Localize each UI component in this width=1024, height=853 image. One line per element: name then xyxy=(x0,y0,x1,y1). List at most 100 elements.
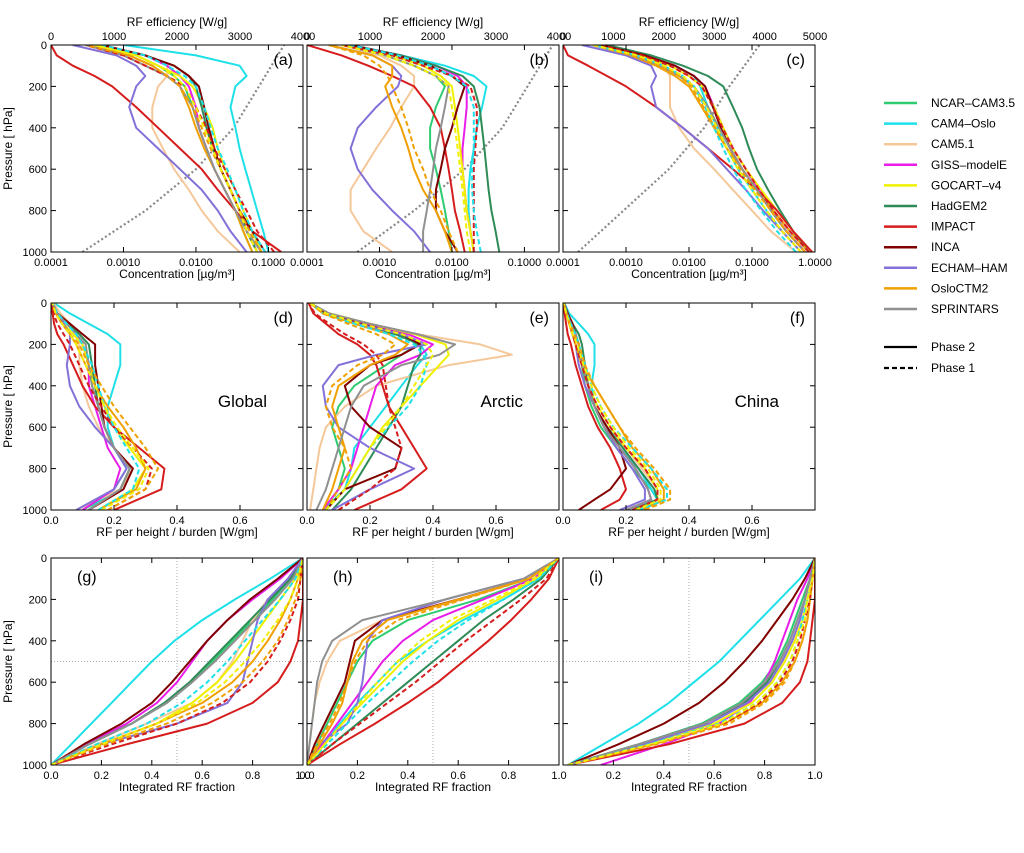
panel-label: (h) xyxy=(333,569,353,586)
x-tick-label: 0.6 xyxy=(488,515,503,527)
y-tick-label: 0 xyxy=(41,553,47,565)
y-axis-label: Pressure [ hPa] xyxy=(1,365,15,448)
series-line-osloctm2-phase1 xyxy=(328,45,459,252)
x-tick-label: 0.2 xyxy=(618,515,633,527)
panel-a: 0 200 400 600 800 1000 Pressure [ hPa] 0.0001 0.… xyxy=(1,15,315,281)
panel-label: (a) xyxy=(273,52,293,69)
x-tick-label: 0.4 xyxy=(425,515,440,527)
x-tick-label: 1.0 xyxy=(551,770,566,782)
series-group xyxy=(567,558,815,765)
top-x-tick-label: 3000 xyxy=(228,31,252,43)
legend-label: ECHAM–HAM xyxy=(931,261,1008,275)
series-line-osloctm2-phase2 xyxy=(307,558,559,765)
series-line-gocart-v4-phase1 xyxy=(592,45,802,252)
series-line-inca-phase2 xyxy=(101,45,266,252)
series-line-ncar-cam3-5-phase2 xyxy=(307,558,559,765)
x-tick-label: 0.0001 xyxy=(34,257,68,269)
series-line-osloctm2-phase1 xyxy=(592,45,806,252)
series-line-cam4-oslo-phase1 xyxy=(350,45,482,252)
x-axis-label: Integrated RF fraction xyxy=(631,780,747,794)
x-tick-label: 0.4 xyxy=(169,515,184,527)
x-tick-label: 1.0000 xyxy=(798,257,832,269)
y-tick-label: 200 xyxy=(29,339,47,351)
top-x-tick-label: 5000 xyxy=(803,31,827,43)
panel-b: 0.0001 0.0010 0.0100 0.1000 Concentration [µ… xyxy=(290,15,571,281)
series-line-gocart-v4-phase1 xyxy=(307,558,559,765)
x-tick-label: 0.6 xyxy=(707,770,722,782)
top-x-tick-label: 0 xyxy=(48,31,54,43)
x-tick-label: 0.6 xyxy=(232,515,247,527)
panel-c: 0.0001 0.0010 0.0100 0.1000 1.0000 Concentrat… xyxy=(546,15,832,281)
top-x-tick-label: 3000 xyxy=(702,31,726,43)
top-x-tick-label: 4000 xyxy=(547,31,571,43)
x-axis-label: Integrated RF fraction xyxy=(119,780,235,794)
x-tick-label: 0.2 xyxy=(350,770,365,782)
legend-label: NCAR–CAM3.5 xyxy=(931,96,1015,110)
series-line-cam4-oslo-phase2 xyxy=(53,303,128,510)
x-tick-label: 0.0001 xyxy=(546,257,580,269)
top-x-tick-label: 0 xyxy=(304,31,310,43)
plot-frame xyxy=(306,557,560,766)
series-line-impact-phase1 xyxy=(51,303,153,510)
legend-label: HadGEM2 xyxy=(931,199,987,213)
legend-label: CAM4–Oslo xyxy=(931,117,996,131)
x-tick-label: 0.6 xyxy=(451,770,466,782)
x-tick-label: 0.2 xyxy=(362,515,377,527)
x-tick-label: 0.8 xyxy=(757,770,772,782)
series-line-hadgem2-phase2 xyxy=(563,303,659,510)
series-line-cam5-1-phase2 xyxy=(101,45,241,252)
x-tick-label: 0.0100 xyxy=(435,257,469,269)
x-axis-label: Concentration [µg/m³] xyxy=(375,267,491,281)
x-tick-label: 0.0 xyxy=(43,515,58,527)
panel-label: (c) xyxy=(786,52,805,69)
y-tick-label: 200 xyxy=(29,594,47,606)
series-line-cam4-oslo-phase2 xyxy=(600,45,802,252)
x-tick-label: 0.0 xyxy=(299,515,314,527)
rf-efficiency-line xyxy=(577,45,761,252)
series-line-giss-modele-phase2 xyxy=(307,558,559,765)
x-tick-label: 0.1000 xyxy=(252,257,286,269)
region-label: Global xyxy=(218,392,267,411)
x-axis-label: Concentration [µg/m³] xyxy=(631,267,747,281)
series-line-cam4-oslo-phase2 xyxy=(350,45,488,252)
legend-label: SPRINTARS xyxy=(931,302,999,316)
series-group xyxy=(563,45,813,252)
y-tick-label: 200 xyxy=(29,81,47,93)
top-x-tick-label: 0 xyxy=(560,31,566,43)
x-tick-label: 0.1000 xyxy=(735,257,769,269)
series-line-inca-phase2 xyxy=(51,558,303,765)
x-tick-label: 0.4 xyxy=(681,515,696,527)
x-tick-label: 0.0010 xyxy=(107,257,141,269)
legend-label: INCA xyxy=(931,240,960,254)
series-line-impact-phase2 xyxy=(51,558,303,765)
y-tick-label: 400 xyxy=(29,636,47,648)
x-tick-label: 0.0 xyxy=(555,515,570,527)
series-line-osloctm2-phase2 xyxy=(328,45,453,252)
region-label: Arctic xyxy=(481,392,524,411)
x-tick-label: 0.0010 xyxy=(363,257,397,269)
series-line-impact-phase1 xyxy=(51,558,303,765)
panel-label: (b) xyxy=(529,52,549,69)
y-tick-label: 600 xyxy=(29,677,47,689)
legend-label: IMPACT xyxy=(931,220,976,234)
series-line-impact-phase2 xyxy=(307,303,428,510)
plot-frame xyxy=(306,44,560,253)
panel-h: 0.0 0.2 0.4 0.6 0.8 1.0 Integrated RF fraction… xyxy=(299,557,567,794)
x-axis-label: Concentration [µg/m³] xyxy=(119,267,235,281)
top-x-axis-label: RF efficiency [W/g] xyxy=(383,15,483,29)
top-x-tick-label: 2000 xyxy=(652,31,676,43)
x-tick-label: 0.8 xyxy=(501,770,516,782)
top-x-tick-label: 4000 xyxy=(752,31,776,43)
series-line-sprintars-phase2 xyxy=(592,45,806,252)
series-line-giss-modele-phase2 xyxy=(51,558,303,765)
top-x-tick-label: 4000 xyxy=(291,31,315,43)
x-tick-label: 0.6 xyxy=(744,515,759,527)
series-line-hadgem2-phase2 xyxy=(350,45,501,252)
series-group xyxy=(563,303,672,510)
series-group xyxy=(51,558,303,765)
panel-g: 0 200 400 600 800 1000 Pressure [ hPa] 0.0 0.2 0.… xyxy=(1,553,311,794)
legend-phase-label: Phase 2 xyxy=(931,340,975,354)
x-tick-label: 0.2 xyxy=(106,515,121,527)
series-line-osloctm2-phase1 xyxy=(567,558,815,765)
